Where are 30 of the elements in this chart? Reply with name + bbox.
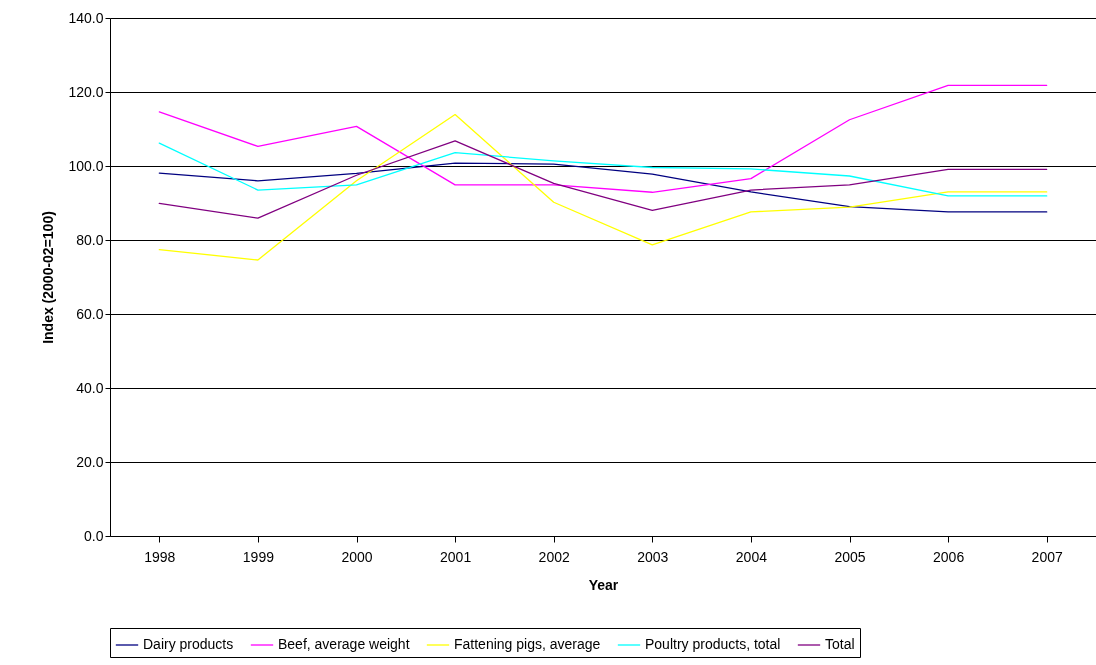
y-tick-label: 120.0 <box>68 83 104 100</box>
legend-label: Total <box>825 636 855 652</box>
line-series <box>158 162 1048 213</box>
x-tick-label: 2007 <box>1031 548 1063 565</box>
y-tick-label: 40.0 <box>76 379 104 396</box>
x-tick-label: 2002 <box>538 548 570 565</box>
legend-label: Dairy products <box>143 636 234 652</box>
legend-label: Beef, average weight <box>278 636 410 652</box>
y-tick-label: 60.0 <box>76 305 104 322</box>
legend-label: Fattening pigs, average <box>454 636 601 652</box>
x-tick-label: 2004 <box>735 548 768 565</box>
x-axis-title: Year <box>588 576 619 593</box>
y-tick-label: 20.0 <box>76 453 104 470</box>
y-axis-title: Index (2000-02=100) <box>40 211 57 344</box>
x-tick-label: 2006 <box>933 548 965 565</box>
y-tick-label: 80.0 <box>76 231 104 248</box>
y-tick-label: 140.0 <box>68 9 104 26</box>
x-tick-label: 1999 <box>242 548 275 565</box>
y-tick-label: 100.0 <box>68 157 104 174</box>
line-series <box>158 140 1048 219</box>
x-tick-label: 2000 <box>341 548 373 565</box>
legend-label: Poultry products, total <box>645 636 781 652</box>
line-series <box>158 113 1048 261</box>
y-tick-label: 0.0 <box>84 527 104 544</box>
x-tick-label: 2005 <box>834 548 866 565</box>
x-tick-label: 2003 <box>637 548 669 565</box>
x-tick-label: 1998 <box>144 548 176 565</box>
line-series <box>158 84 1048 193</box>
x-tick-label: 2001 <box>440 548 472 565</box>
line-series <box>158 142 1048 197</box>
